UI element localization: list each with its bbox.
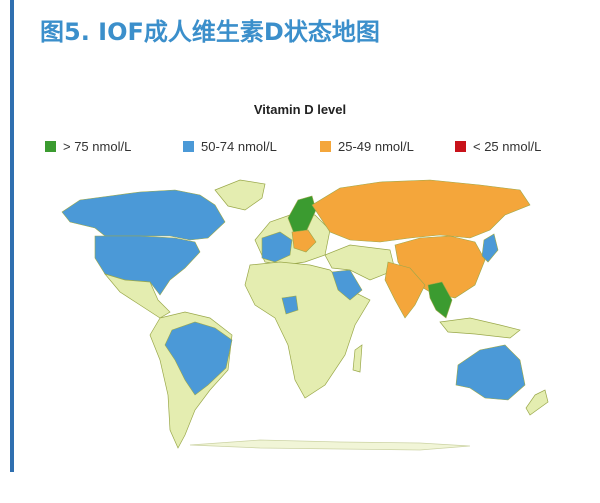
accent-bar: [10, 0, 14, 472]
mexico: [103, 273, 171, 319]
new-zealand: [525, 389, 549, 416]
legend-item: > 75 nmol/L: [45, 138, 131, 154]
australia: [455, 344, 526, 401]
indonesia: [439, 317, 521, 339]
india: [384, 261, 426, 319]
legend-label: 50-74 nmol/L: [201, 138, 277, 154]
legend-item: 25-49 nmol/L: [320, 138, 414, 154]
madagascar: [352, 344, 363, 373]
legend-title: Vitamin D level: [253, 102, 347, 117]
russia: [311, 179, 531, 243]
japan: [481, 233, 499, 263]
legend-label: 25-49 nmol/L: [338, 138, 414, 154]
legend-item: < 25 nmol/L: [455, 138, 541, 154]
legend-swatch: [455, 140, 466, 152]
nigeria: [281, 295, 299, 315]
legend-label: < 25 nmol/L: [473, 138, 542, 154]
southeast-asia: [427, 281, 453, 319]
antarctica: [189, 439, 471, 451]
legend-swatch: [320, 140, 331, 152]
africa: [244, 261, 371, 399]
page-title: 图5. IOF成人维生素D状态地图: [40, 18, 380, 46]
legend-label: > 75 nmol/L: [63, 138, 132, 154]
greenland: [214, 179, 266, 211]
saudi-arabia: [331, 269, 363, 301]
central-europe: [291, 229, 317, 253]
brazil: [164, 321, 233, 396]
middle-east: [324, 244, 396, 281]
legend-item: 50-74 nmol/L: [183, 138, 277, 154]
canada: [61, 189, 226, 241]
western-europe: [261, 231, 293, 263]
legend-swatch: [183, 140, 194, 152]
legend-swatch: [45, 140, 56, 152]
